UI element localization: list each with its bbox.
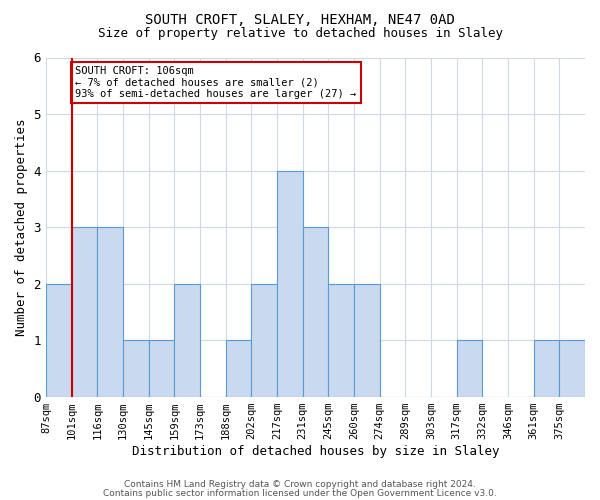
Bar — [46, 284, 71, 397]
Bar — [457, 340, 482, 396]
Bar — [354, 284, 380, 397]
Text: Contains public sector information licensed under the Open Government Licence v3: Contains public sector information licen… — [103, 489, 497, 498]
Y-axis label: Number of detached properties: Number of detached properties — [15, 118, 28, 336]
Text: SOUTH CROFT: 106sqm
← 7% of detached houses are smaller (2)
93% of semi-detached: SOUTH CROFT: 106sqm ← 7% of detached hou… — [76, 66, 356, 99]
Bar — [328, 284, 354, 397]
Bar — [251, 284, 277, 397]
X-axis label: Distribution of detached houses by size in Slaley: Distribution of detached houses by size … — [132, 444, 499, 458]
Text: Size of property relative to detached houses in Slaley: Size of property relative to detached ho… — [97, 28, 503, 40]
Text: Contains HM Land Registry data © Crown copyright and database right 2024.: Contains HM Land Registry data © Crown c… — [124, 480, 476, 489]
Bar — [71, 227, 97, 396]
Bar — [174, 284, 200, 397]
Bar — [149, 340, 174, 396]
Text: SOUTH CROFT, SLALEY, HEXHAM, NE47 0AD: SOUTH CROFT, SLALEY, HEXHAM, NE47 0AD — [145, 12, 455, 26]
Bar — [559, 340, 585, 396]
Bar — [533, 340, 559, 396]
Bar — [123, 340, 149, 396]
Bar — [277, 170, 302, 396]
Bar — [97, 227, 123, 396]
Bar — [302, 227, 328, 396]
Bar — [226, 340, 251, 396]
